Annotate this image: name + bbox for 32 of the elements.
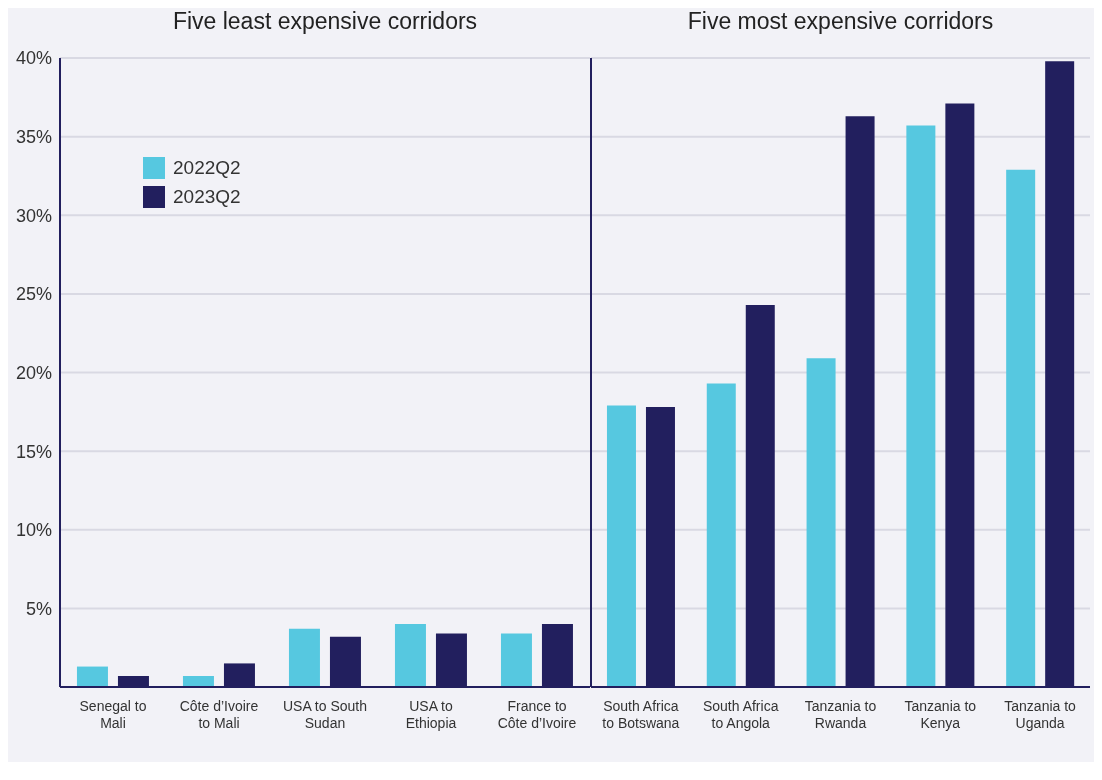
y-tick-label: 35% bbox=[15, 127, 52, 148]
x-tick-label: Tanzania to Uganda bbox=[1004, 698, 1077, 731]
chart-title: Five most expensive corridors bbox=[686, 8, 995, 36]
y-tick-label: 5% bbox=[25, 598, 52, 619]
bar bbox=[606, 405, 636, 687]
x-tick-label: South Africa to Angola bbox=[702, 698, 779, 731]
bar bbox=[76, 666, 108, 687]
bar bbox=[500, 633, 532, 687]
bar bbox=[906, 125, 936, 687]
y-tick-label: 15% bbox=[15, 441, 52, 462]
bar bbox=[288, 628, 320, 687]
x-tick-label: Tanzania to Kenya bbox=[904, 698, 977, 731]
x-tick-label: South Africa to Botswana bbox=[602, 698, 680, 731]
x-tick-label: France to Côte d’Ivoire bbox=[497, 698, 577, 731]
y-tick-label: 40% bbox=[15, 48, 52, 69]
y-tick-label: 20% bbox=[15, 362, 52, 383]
x-tick-label: Tanzania to Rwanda bbox=[804, 698, 877, 731]
bar bbox=[806, 358, 836, 687]
y-tick-label: 10% bbox=[15, 520, 52, 541]
y-tick-label: 30% bbox=[15, 205, 52, 226]
legend-label: 2022Q2 bbox=[173, 156, 241, 179]
bar bbox=[706, 383, 736, 687]
x-tick-label: USA to South Sudan bbox=[282, 698, 368, 731]
x-tick-label: Senegal to Mali bbox=[79, 698, 147, 731]
chart-title: Five least expensive corridors bbox=[171, 8, 479, 36]
bar bbox=[394, 624, 426, 687]
bar bbox=[1006, 169, 1036, 687]
x-tick-label: USA to Ethiopia bbox=[405, 698, 457, 731]
y-tick-label: 25% bbox=[15, 284, 52, 305]
x-tick-label: Côte d’Ivoire to Mali bbox=[179, 698, 259, 731]
legend-label: 2023Q2 bbox=[173, 185, 241, 208]
bar bbox=[182, 675, 214, 687]
